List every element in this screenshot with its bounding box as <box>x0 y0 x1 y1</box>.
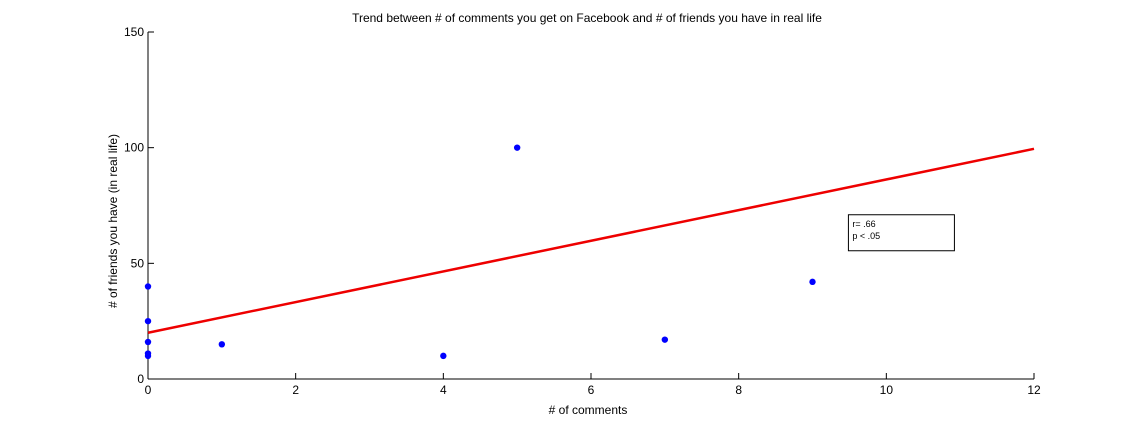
x-tick-label: 4 <box>440 383 447 397</box>
data-point <box>144 338 152 346</box>
chart-title: Trend between # of comments you get on F… <box>352 11 822 25</box>
x-tick-label: 2 <box>292 383 299 397</box>
x-tick-label: 6 <box>588 383 595 397</box>
annotation-box <box>847 214 955 252</box>
data-point <box>218 341 226 348</box>
x-ticks: 0 2 4 6 8 10 12 <box>145 373 1041 397</box>
x-tick-label: 0 <box>145 383 152 397</box>
data-point <box>661 336 669 343</box>
x-tick-label: 12 <box>1027 383 1041 397</box>
y-tick-label: 50 <box>131 256 145 270</box>
data-point <box>144 352 152 360</box>
axes <box>147 32 1034 380</box>
y-ticks: 0 50 100 150 <box>124 25 154 386</box>
stats-annotation: r= .66 p < .05 <box>847 214 955 252</box>
data-point <box>809 278 816 286</box>
x-tick-label: 10 <box>880 383 894 397</box>
data-points <box>144 144 816 360</box>
x-axis-label: # of comments <box>549 403 628 417</box>
y-tick-label: 100 <box>124 141 144 155</box>
data-point <box>144 317 152 325</box>
data-point <box>144 283 152 290</box>
annotation-p: p < .05 <box>852 231 880 241</box>
data-point <box>440 352 447 360</box>
trend-line <box>147 147 1035 334</box>
y-tick-label: 0 <box>137 372 144 386</box>
data-point <box>513 144 521 151</box>
annotation-r: r= .66 <box>852 219 875 229</box>
x-tick-label: 8 <box>735 383 742 397</box>
y-axis-label: # of friends you have (in real life) <box>106 134 120 308</box>
y-tick-label: 150 <box>124 25 144 39</box>
